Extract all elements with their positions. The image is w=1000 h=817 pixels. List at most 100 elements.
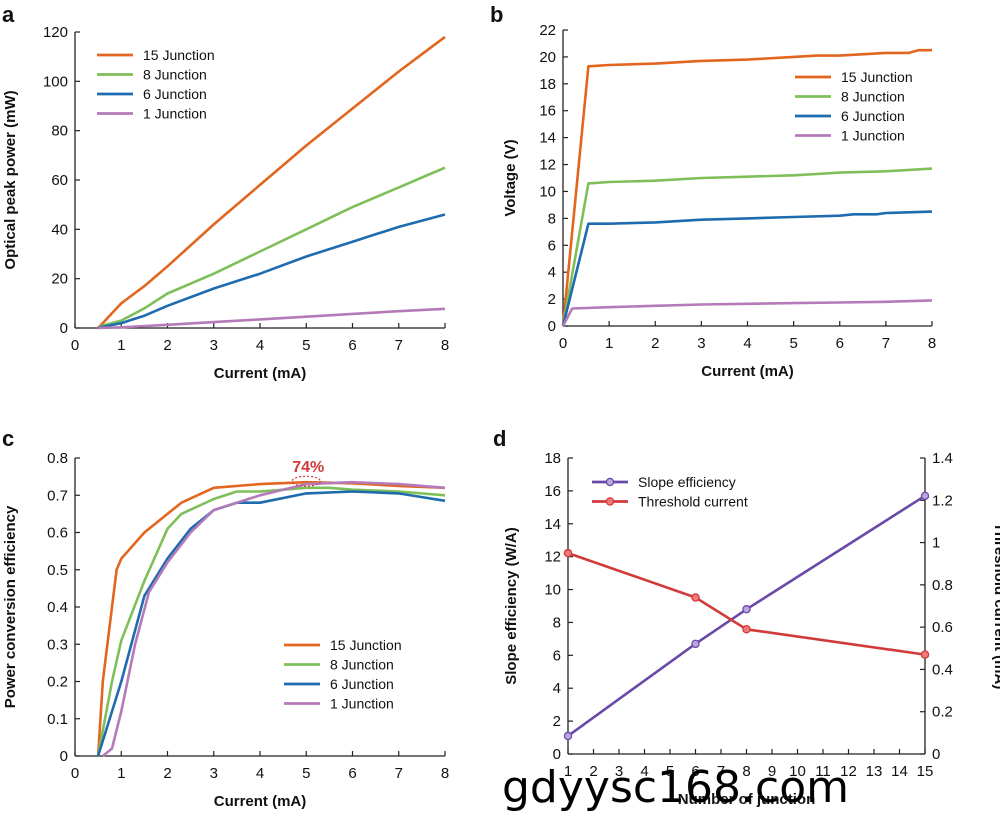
series-line-6-junction	[561, 210, 933, 327]
series-line-1-junction	[98, 307, 446, 330]
x-tick-label: 0	[71, 765, 79, 782]
x-axis-title: Number of junction	[678, 791, 816, 808]
data-point	[691, 593, 700, 602]
y-tick-label: 16	[544, 483, 561, 500]
legend-label: 8 Junction	[330, 657, 394, 673]
x-tick-label: 2	[163, 337, 171, 354]
y2-tick-label: 1	[932, 535, 940, 552]
y2-axis-title: Threshold current (mA)	[991, 523, 1000, 690]
legend-label: Threshold current	[638, 494, 748, 510]
data-point	[742, 605, 751, 614]
series-line-15-junction	[97, 35, 446, 329]
legend-label: 8 Junction	[841, 89, 905, 105]
y-tick-label: 0.6	[47, 525, 68, 542]
y-tick-label: 14	[544, 516, 561, 533]
x-tick-label: 8	[441, 337, 449, 354]
panel-label-a: a	[2, 2, 15, 27]
data-point	[742, 625, 751, 634]
y2-tick-label: 0.6	[932, 619, 953, 636]
y-axis-title: Optical peak power (mW)	[2, 90, 19, 269]
series-line-15-junction	[561, 48, 932, 327]
data-point	[563, 548, 573, 558]
series-line-8-junction	[97, 166, 446, 330]
x-tick-label: 3	[615, 763, 623, 780]
series-line-15-junction	[96, 480, 446, 757]
x-tick-label: 6	[691, 763, 699, 780]
x-tick-label: 7	[395, 337, 403, 354]
y-tick-label: 8	[548, 210, 556, 227]
legend-label: 15 Junction	[330, 637, 402, 653]
x-axis-title: Current (mA)	[214, 365, 307, 382]
legend-label: 6 Junction	[143, 86, 207, 102]
legend-label: 1 Junction	[330, 696, 394, 712]
y-tick-label: 18	[539, 76, 556, 93]
legend-marker	[605, 477, 615, 487]
y-tick-label: 0.8	[47, 450, 68, 467]
legend-label: 1 Junction	[841, 128, 905, 144]
x-tick-label: 11	[815, 763, 831, 780]
x-tick-label: 4	[640, 763, 648, 780]
x-axis-title: Current (mA)	[701, 363, 794, 380]
x-tick-label: 1	[564, 763, 572, 780]
y-tick-label: 2	[548, 291, 556, 308]
series-line-threshold-current	[567, 551, 926, 656]
x-tick-label: 4	[743, 335, 751, 352]
watermark-text: gdyysc168.com	[502, 762, 849, 813]
legend-label: 8 Junction	[143, 67, 207, 83]
data-point	[920, 491, 930, 501]
series-line-1-junction	[101, 480, 446, 758]
y-tick-label: 0	[60, 748, 68, 765]
y-tick-label: 100	[43, 73, 68, 90]
x-tick-label: 5	[789, 335, 797, 352]
y-tick-label: 2	[553, 713, 561, 730]
y2-tick-label: 0	[932, 746, 940, 763]
y2-tick-label: 1.4	[932, 450, 953, 467]
x-tick-label: 6	[348, 765, 356, 782]
x-axis-title: Current (mA)	[214, 793, 307, 810]
legend-label: 6 Junction	[841, 108, 905, 124]
x-tick-label: 2	[163, 765, 171, 782]
series-line-6-junction	[96, 490, 446, 757]
y-tick-label: 0.5	[47, 562, 68, 579]
x-tick-label: 7	[395, 765, 403, 782]
y-tick-label: 12	[544, 549, 561, 566]
y-tick-label: 120	[43, 24, 68, 41]
y-axis-title: Voltage (V)	[502, 139, 519, 216]
y2-tick-label: 0.4	[932, 661, 953, 678]
data-point	[691, 639, 700, 649]
legend-label: 15 Junction	[841, 69, 913, 85]
x-tick-label: 3	[697, 335, 705, 352]
y-tick-label: 0.7	[47, 487, 68, 504]
x-tick-label: 15	[917, 763, 934, 780]
y-tick-label: 6	[548, 237, 556, 254]
x-tick-label: 0	[71, 337, 79, 354]
y-tick-label: 4	[548, 264, 556, 281]
y-tick-label: 60	[51, 172, 68, 189]
x-tick-label: 1	[117, 337, 125, 354]
legend-label: 6 Junction	[330, 676, 394, 692]
y-axis-title: Slope efficiency (W/A)	[503, 527, 520, 685]
y-tick-label: 0.4	[47, 599, 68, 616]
y-tick-label: 10	[539, 183, 556, 200]
x-tick-label: 7	[717, 763, 725, 780]
legend-label: Slope efficiency	[638, 474, 736, 490]
series-line-8-junction	[561, 167, 933, 327]
y-tick-label: 18	[544, 450, 561, 467]
x-tick-label: 5	[302, 337, 310, 354]
x-tick-label: 12	[840, 763, 857, 780]
x-tick-label: 3	[210, 337, 218, 354]
y-tick-label: 20	[51, 271, 68, 288]
series-line-slope-efficiency	[567, 494, 926, 737]
chart-panel-d: d1 2 3 4 5 6 7 8 9 10 11 12 13 14 1502468101214161800.…	[493, 426, 1000, 808]
legend-label: 15 Junction	[143, 47, 215, 63]
x-tick-label: 13	[866, 763, 883, 780]
y-tick-label: 0	[548, 318, 556, 335]
x-tick-label: 8	[441, 765, 449, 782]
y-tick-label: 20	[539, 49, 556, 66]
x-tick-label: 4	[256, 337, 264, 354]
legend-marker	[605, 497, 615, 506]
y-tick-label: 12	[539, 157, 556, 174]
y-tick-label: 8	[553, 614, 561, 631]
